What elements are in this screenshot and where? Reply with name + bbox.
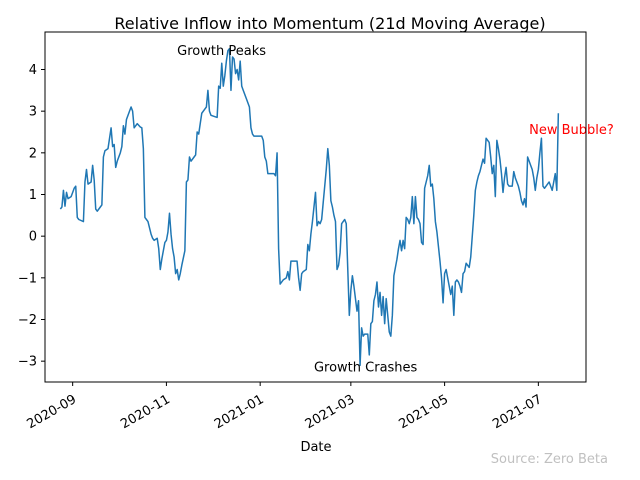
x-axis-label: Date xyxy=(300,440,331,455)
series-line-0 xyxy=(59,47,560,367)
y-tick-label: 4 xyxy=(29,63,37,78)
annotation-1: Growth Crashes xyxy=(314,361,418,376)
y-tick-label: 0 xyxy=(29,230,37,245)
y-tick-label: 2 xyxy=(29,146,37,161)
chart-title: Relative Inflow into Momentum (21d Movin… xyxy=(114,14,545,33)
axes-frame xyxy=(44,31,587,383)
source-note: Source: Zero Beta xyxy=(491,452,608,467)
y-axis: −3 −2 −1 0 1 2 3 4 xyxy=(18,63,45,370)
y-tick-label: −1 xyxy=(18,271,37,286)
y-tick-label: −2 xyxy=(18,313,37,328)
annotation-0: Growth Peaks xyxy=(177,44,266,59)
plot-area: Growth Peaks Growth Crashes New Bubble? xyxy=(59,44,614,376)
y-tick-label: 3 xyxy=(29,105,37,120)
y-tick-label: 1 xyxy=(29,188,37,203)
annotation-2: New Bubble? xyxy=(529,123,614,138)
y-tick-label: −3 xyxy=(18,355,37,370)
